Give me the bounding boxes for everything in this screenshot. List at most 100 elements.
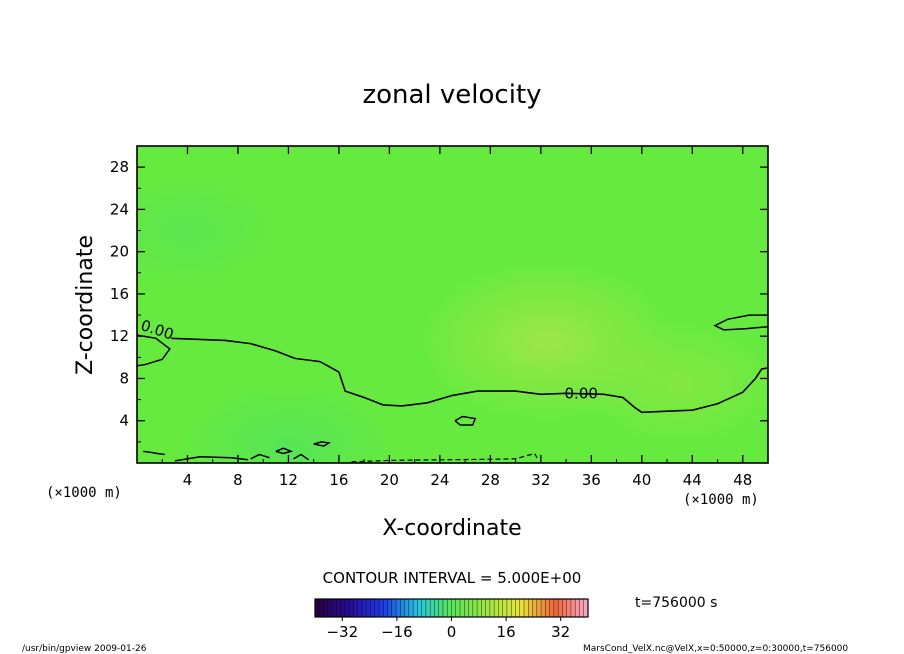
colorbar-tick-label: −32 <box>326 623 358 641</box>
contour-label-1: 0.00 <box>565 384 598 402</box>
colorbar-cell <box>519 599 525 617</box>
colorbar-cell <box>378 599 384 617</box>
colorbar-cell <box>477 599 482 617</box>
colorbar-cell <box>340 599 346 617</box>
closed-contour-6 <box>250 453 270 460</box>
colorbar-cell <box>361 599 367 617</box>
colorbar-cell <box>455 599 461 617</box>
colorbar-tick-label: −16 <box>381 623 413 641</box>
colorbar-cell <box>383 599 388 617</box>
closed-contour-4 <box>275 447 294 455</box>
colorbar-cell <box>332 599 337 617</box>
colorbar-cell <box>396 599 401 617</box>
colorbar-cell <box>349 599 354 617</box>
colorbar-cell <box>451 599 457 617</box>
x-axis-label: X-coordinate <box>382 516 521 541</box>
y-tick-label: 24 <box>110 200 129 218</box>
colorbar-cell <box>562 599 567 617</box>
colorbar-cell <box>391 599 397 617</box>
field-shading <box>137 171 768 463</box>
closed-contour-0 <box>137 334 171 367</box>
y-tick-label: 28 <box>110 158 129 176</box>
colorbar-cell <box>566 599 572 617</box>
colorbar-cell <box>579 599 585 617</box>
colorbar-cell <box>353 599 358 617</box>
colorbar-cell <box>558 599 563 617</box>
colorbar-cell <box>421 599 427 617</box>
y-axis-label: Z-coordinate <box>73 235 98 375</box>
x-tick-label: 32 <box>531 471 550 489</box>
colorbar-tick-label: 32 <box>551 623 570 641</box>
colorbar-cell <box>502 599 508 617</box>
colorbar-cell <box>366 599 371 617</box>
colorbar-cell <box>541 599 546 617</box>
colorbar-cell <box>370 599 376 617</box>
footer-right: MarsCond_VelX.nc@VelX,x=0:50000,z=0:3000… <box>583 644 848 654</box>
colorbar-cell <box>434 599 440 617</box>
colorbar-cell <box>336 599 341 617</box>
closed-contour-1 <box>713 314 768 331</box>
colorbar-cell <box>549 599 555 617</box>
colorbar <box>314 598 589 618</box>
y-tick-label: 4 <box>119 412 129 430</box>
closed-contour-5 <box>143 450 165 456</box>
field-highlight-1 <box>577 320 768 448</box>
plot-frame <box>136 145 769 464</box>
colorbar-cell <box>319 599 324 617</box>
closed-contour-7 <box>293 453 310 461</box>
colorbar-cell <box>460 599 465 617</box>
contour-lines <box>137 314 768 463</box>
colorbar-cell <box>408 599 414 617</box>
colorbar-cell <box>485 599 491 617</box>
colorbar-cell <box>472 599 478 617</box>
colorbar-cell <box>489 599 495 617</box>
colorbar-cell <box>447 599 452 617</box>
colorbar-cell <box>506 599 512 617</box>
colorbar-cell <box>545 599 550 617</box>
footer-left: /usr/bin/gpview 2009-01-26 <box>22 644 147 654</box>
y-tick-label: 20 <box>110 243 129 261</box>
x-tick-label: 40 <box>632 471 651 489</box>
closed-contour-2 <box>454 415 477 426</box>
chart-title: zonal velocity <box>362 80 541 110</box>
colorbar-tick-label: 0 <box>447 623 457 641</box>
colorbar-cell <box>387 599 393 617</box>
colorbar-cell <box>511 599 516 617</box>
colorbar-cell <box>553 599 559 617</box>
colorbar-cell <box>575 599 580 617</box>
colorbar-cell <box>481 599 486 617</box>
colorbar-cell <box>413 599 418 617</box>
x-unit-left: (×1000 m) <box>46 485 122 501</box>
colorbar-cell <box>532 599 538 617</box>
colorbar-cell <box>430 599 435 617</box>
x-unit-right: (×1000 m) <box>683 492 759 508</box>
colorbar-cell <box>468 599 474 617</box>
colorbar-cell <box>327 599 333 617</box>
colorbar-cell <box>400 599 405 617</box>
colorbar-cell <box>536 599 542 617</box>
colorbar-cell <box>323 599 329 617</box>
time-label: t=756000 s <box>635 595 717 611</box>
colorbar-cell <box>438 599 444 617</box>
colorbar-cell <box>524 599 529 617</box>
x-axis-ticks: 4 8 12 16 20 24 28 32 36 40 44 48 <box>161 146 752 489</box>
contour-interval-text: CONTOUR INTERVAL = 5.000E+00 <box>323 569 582 587</box>
x-tick-label: 20 <box>380 471 399 489</box>
x-tick-label: 8 <box>233 471 243 489</box>
x-tick-label: 44 <box>683 471 702 489</box>
x-tick-label: 24 <box>430 471 449 489</box>
x-tick-label: 12 <box>279 471 298 489</box>
x-tick-label: 16 <box>329 471 348 489</box>
colorbar-cell <box>425 599 431 617</box>
colorbar-cell <box>528 599 533 617</box>
y-tick-label: 16 <box>110 285 129 303</box>
colorbar-cell <box>515 599 521 617</box>
contour-labels: 0.000.00 <box>139 316 598 402</box>
colorbar-cell <box>357 599 363 617</box>
colorbar-ticks: −32 −16 0 16 32 <box>326 617 570 641</box>
colorbar-cell <box>570 599 576 617</box>
colorbar-cell <box>344 599 350 617</box>
colorbar-tick-label: 16 <box>497 623 516 641</box>
zero-contour <box>171 337 768 414</box>
